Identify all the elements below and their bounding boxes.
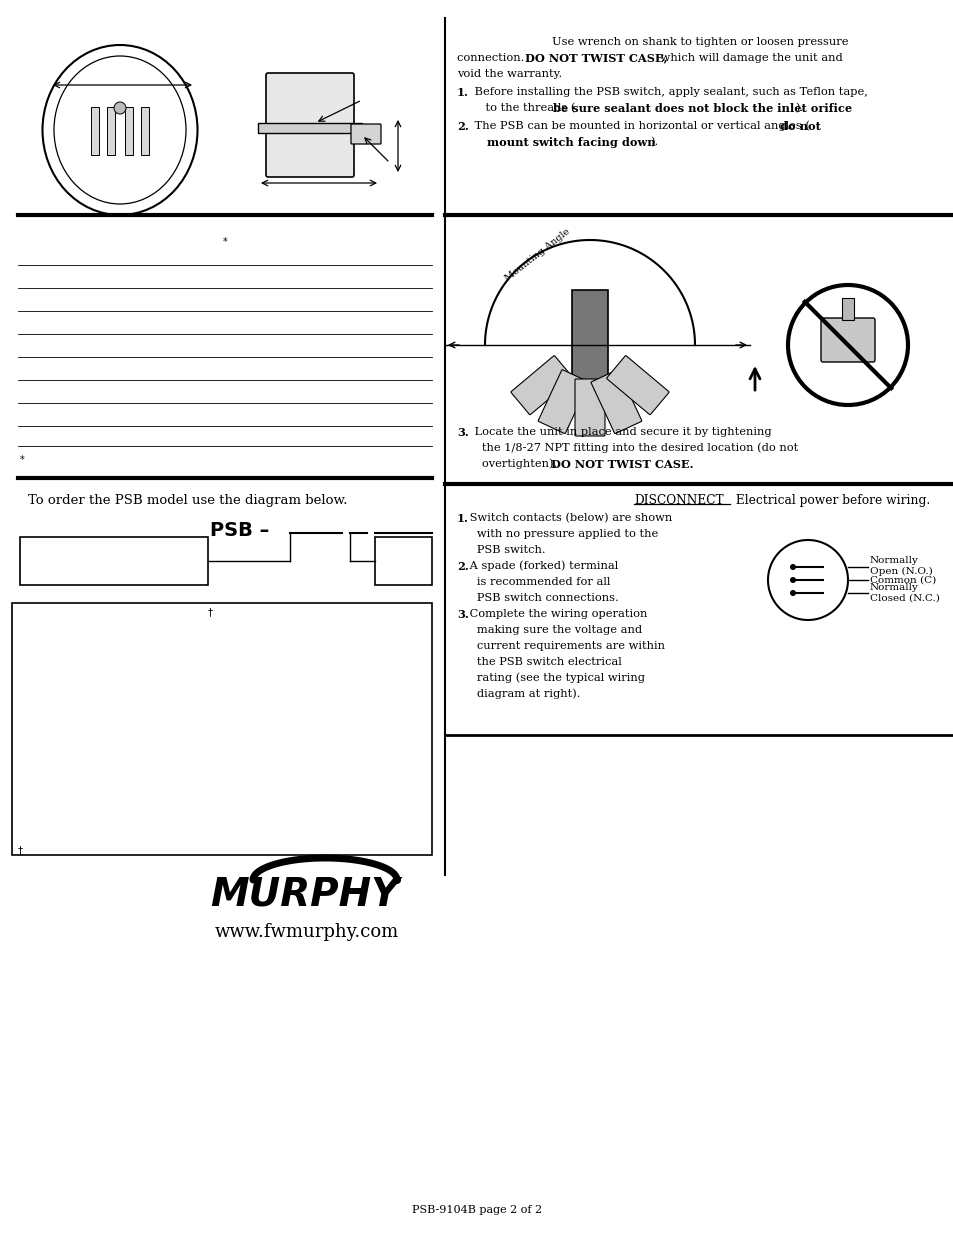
Text: 1.: 1. [456, 86, 468, 98]
Bar [107, 107, 115, 156]
FancyBboxPatch shape [511, 356, 573, 415]
Text: the 1/8-27 NPT fitting into the desired location (do not: the 1/8-27 NPT fitting into the desired … [471, 442, 798, 453]
Text: connection.: connection. [456, 53, 527, 63]
Text: *: * [20, 454, 25, 466]
Text: overtighten).: overtighten). [471, 458, 560, 469]
Text: DO NOT TWIST CASE,: DO NOT TWIST CASE, [524, 53, 667, 63]
Text: DISCONNECT: DISCONNECT [634, 494, 723, 506]
Text: diagram at right).: diagram at right). [465, 689, 579, 699]
Text: Normally
Open (N.O.): Normally Open (N.O.) [869, 556, 932, 576]
Text: †: † [18, 845, 23, 855]
Text: Complete the wiring operation: Complete the wiring operation [465, 609, 647, 619]
Text: The PSB can be mounted in horizontal or vertical angles (: The PSB can be mounted in horizontal or … [471, 121, 809, 131]
Text: mount switch facing down: mount switch facing down [471, 137, 655, 147]
Bar [141, 107, 149, 156]
Text: PSB switch.: PSB switch. [465, 545, 545, 555]
Circle shape [789, 577, 795, 583]
Text: Switch contacts (below) are shown: Switch contacts (below) are shown [465, 513, 672, 524]
Text: 2.: 2. [456, 561, 468, 572]
Bar [375, 537, 432, 585]
Text: *: * [222, 237, 227, 247]
Text: Electrical power before wiring.: Electrical power before wiring. [731, 494, 929, 506]
Circle shape [789, 590, 795, 597]
FancyBboxPatch shape [266, 73, 354, 177]
Text: Mounting Angle: Mounting Angle [503, 227, 572, 283]
Text: making sure the voltage and: making sure the voltage and [465, 625, 641, 635]
Text: PSB switch connections.: PSB switch connections. [465, 593, 618, 603]
Text: is recommended for all: is recommended for all [465, 577, 610, 587]
Text: be sure sealant does not block the inlet orifice: be sure sealant does not block the inlet… [553, 103, 851, 114]
Text: A spade (forked) terminal: A spade (forked) terminal [465, 561, 618, 572]
Circle shape [789, 564, 795, 571]
Text: DO NOT TWIST CASE.: DO NOT TWIST CASE. [551, 458, 693, 469]
Text: which will damage the unit and: which will damage the unit and [657, 53, 841, 63]
Bar [841, 298, 853, 320]
Text: current requirements are within: current requirements are within [465, 641, 664, 651]
Text: ).: ). [794, 103, 802, 114]
Bar [12, 603, 432, 855]
Text: 1.: 1. [456, 513, 468, 524]
Text: do not: do not [780, 121, 820, 131]
FancyBboxPatch shape [821, 317, 874, 362]
FancyBboxPatch shape [606, 356, 668, 415]
Text: rating (see the typical wiring: rating (see the typical wiring [465, 673, 644, 683]
Text: †: † [207, 606, 213, 618]
Circle shape [113, 103, 126, 114]
Text: 3.: 3. [456, 426, 468, 437]
Text: PSB-9104B page 2 of 2: PSB-9104B page 2 of 2 [412, 1205, 541, 1215]
Bar [257, 124, 361, 133]
Bar [20, 537, 208, 585]
Text: the PSB switch electrical: the PSB switch electrical [465, 657, 621, 667]
Text: Use wrench on shank to tighten or loosen pressure: Use wrench on shank to tighten or loosen… [551, 37, 847, 47]
FancyBboxPatch shape [575, 379, 604, 436]
Text: Locate the unit in place and secure it by tightening: Locate the unit in place and secure it b… [471, 427, 771, 437]
Bar [572, 290, 607, 400]
FancyBboxPatch shape [537, 369, 588, 433]
Text: to the threads (: to the threads ( [471, 103, 575, 114]
FancyBboxPatch shape [591, 369, 641, 433]
Text: www.fwmurphy.com: www.fwmurphy.com [214, 923, 399, 941]
Text: 3.: 3. [456, 609, 468, 620]
Text: Before installing the PSB switch, apply sealant, such as Teflon tape,: Before installing the PSB switch, apply … [471, 86, 867, 98]
Text: Normally
Closed (N.C.): Normally Closed (N.C.) [869, 583, 939, 603]
Text: Common (C): Common (C) [869, 576, 935, 584]
Bar [125, 107, 132, 156]
Text: PSB –: PSB – [210, 520, 269, 540]
Text: ).: ). [649, 137, 658, 147]
Text: void the warranty.: void the warranty. [456, 69, 561, 79]
FancyBboxPatch shape [351, 124, 380, 144]
Text: with no pressure applied to the: with no pressure applied to the [465, 529, 658, 538]
Text: To order the PSB model use the diagram below.: To order the PSB model use the diagram b… [28, 494, 347, 506]
Bar [91, 107, 99, 156]
Text: MURPHY: MURPHY [210, 876, 399, 914]
Circle shape [393, 876, 400, 884]
Text: 2.: 2. [456, 121, 468, 131]
